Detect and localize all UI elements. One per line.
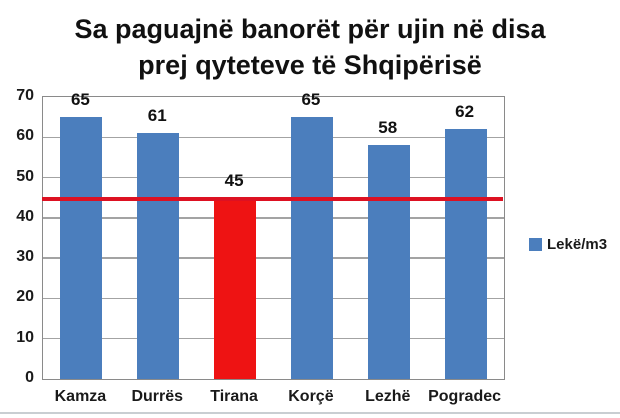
x-tick-label-korçë: Korçë (288, 388, 334, 405)
y-tick-label-40: 40 (16, 207, 34, 225)
x-tick-label-durrës: Durrës (131, 388, 184, 405)
x-tick-label-kamza: Kamza (54, 388, 107, 405)
bar-value-label-korçë: 65 (301, 90, 321, 110)
gridline-40 (43, 217, 504, 219)
bar-korçë (290, 117, 333, 379)
y-tick-label-10: 10 (16, 328, 34, 346)
bar-value-label-kamza: 65 (70, 90, 90, 110)
y-tick-label-20: 20 (16, 288, 34, 306)
legend: Lekë/m3 (529, 236, 607, 253)
gridline-60 (43, 136, 504, 139)
y-tick-label-30: 30 (16, 248, 34, 266)
legend-swatch-icon (529, 238, 542, 251)
gridline-10 (43, 337, 504, 340)
chart-title-line-2: prej qyteteve të Shqipërisë (138, 49, 482, 80)
x-tick-label-pogradec: Pogradec (428, 388, 502, 405)
page-bottom-edge (0, 412, 620, 414)
bar-tirana (214, 197, 257, 379)
y-tick-label-50: 50 (16, 167, 34, 185)
bar-durrës (137, 133, 180, 379)
x-tick-label-tirana: Tirana (210, 388, 258, 405)
bar-value-label-lezhë: 58 (378, 118, 398, 138)
y-tick-label-60: 60 (16, 127, 34, 145)
chart-title-line-1: Sa paguajnë banorët për ujin në disa (74, 14, 546, 44)
y-tick-label-70: 70 (16, 87, 34, 104)
chart-title: Sa paguajnë banorët për ujin në disa pre… (0, 12, 620, 83)
reference-line (42, 196, 503, 201)
bar-kamza (60, 117, 103, 379)
bar-value-label-tirana: 45 (224, 170, 244, 190)
gridline-50 (43, 176, 504, 179)
bar-value-label-durrës: 61 (147, 106, 167, 126)
gridline-30 (43, 257, 504, 259)
bar-lezhë (367, 145, 410, 379)
bar-pogradec (444, 129, 487, 379)
gridline-20 (43, 297, 504, 300)
plot-area (42, 96, 505, 380)
legend-label: Lekë/m3 (547, 236, 608, 253)
x-tick-label-lezhë: Lezhë (365, 388, 411, 405)
bar-value-label-pogradec: 62 (455, 102, 475, 122)
y-tick-label-0: 0 (25, 369, 34, 386)
